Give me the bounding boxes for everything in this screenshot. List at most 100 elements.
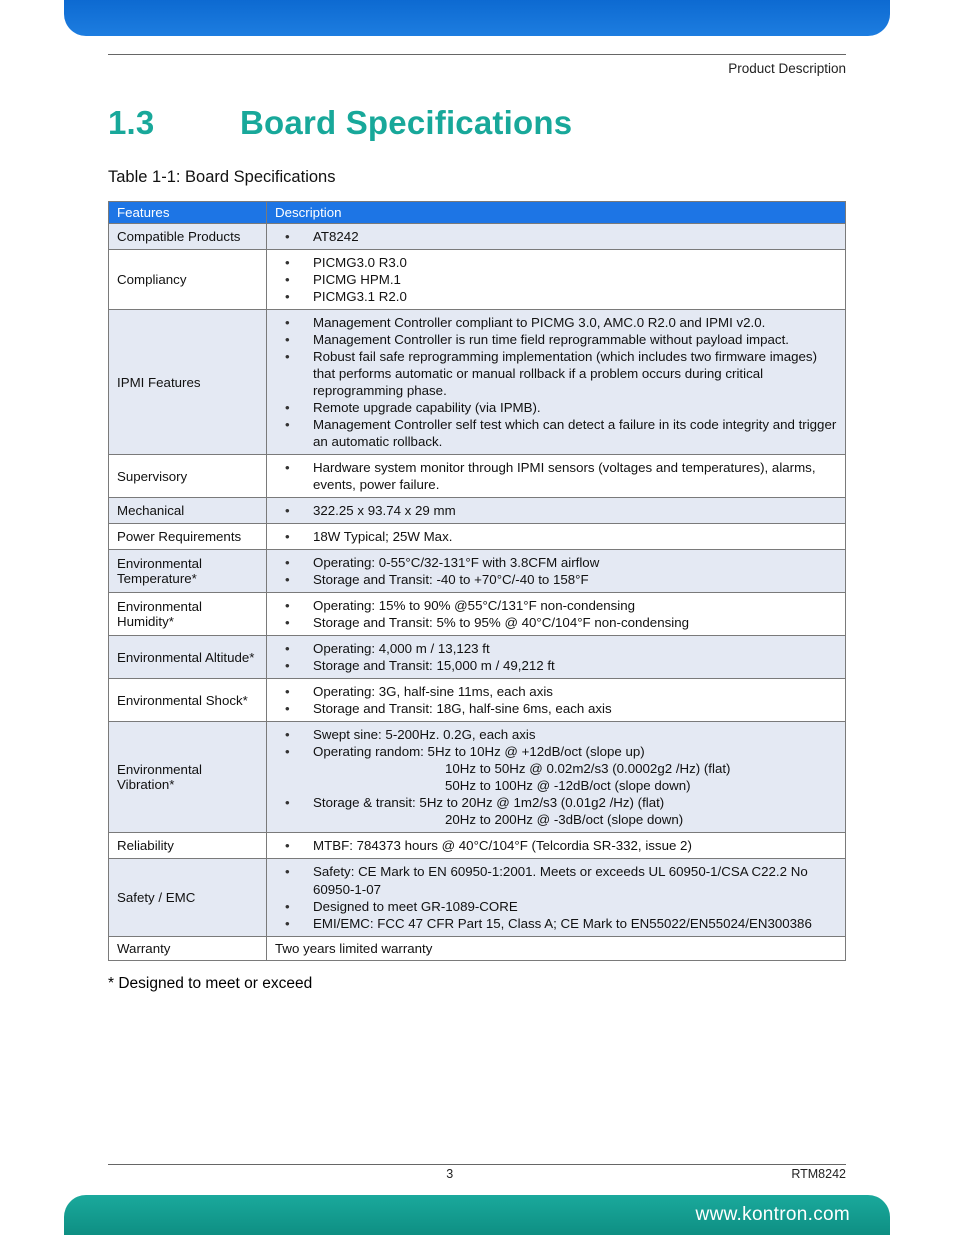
list-item: Operating: 4,000 m / 13,123 ft xyxy=(275,640,837,657)
list-item: 10Hz to 50Hz @ 0.02m2/s3 (0.0002g2 /Hz) … xyxy=(275,760,837,777)
list-item: Storage and Transit: 15,000 m / 49,212 f… xyxy=(275,657,837,674)
footnote: * Designed to meet or exceed xyxy=(108,975,846,993)
description-cell: Safety: CE Mark to EN 60950-1:2001. Meet… xyxy=(267,859,846,936)
description-cell: PICMG3.0 R3.0PICMG HPM.1PICMG3.1 R2.0 xyxy=(267,250,846,310)
feature-cell: Reliability xyxy=(109,833,267,859)
feature-cell: Environmental Shock* xyxy=(109,679,267,722)
list-item: 20Hz to 200Hz @ -3dB/oct (slope down) xyxy=(275,811,837,828)
section-title-text: Board Specifications xyxy=(240,104,572,141)
section-number: 1.3 xyxy=(108,104,240,142)
description-cell: Two years limited warranty xyxy=(267,936,846,960)
list-item: PICMG3.0 R3.0 xyxy=(275,254,837,271)
feature-cell: IPMI Features xyxy=(109,310,267,455)
feature-cell: Supervisory xyxy=(109,455,267,498)
bullet-list: Operating: 3G, half-sine 11ms, each axis… xyxy=(275,683,837,717)
doc-id: RTM8242 xyxy=(791,1167,846,1181)
table-row: IPMI Features Management Controller compl… xyxy=(109,310,846,455)
list-item: Operating: 15% to 90% @55°C/131°F non-co… xyxy=(275,597,837,614)
feature-cell: Environmental Vibration* xyxy=(109,722,267,833)
bullet-list: Safety: CE Mark to EN 60950-1:2001. Meet… xyxy=(275,863,837,931)
list-item: 322.25 x 93.74 x 29 mm xyxy=(275,502,837,519)
description-cell: Hardware system monitor through IPMI sen… xyxy=(267,455,846,498)
list-item: Safety: CE Mark to EN 60950-1:2001. Meet… xyxy=(275,863,837,897)
col-description: Description xyxy=(267,202,846,224)
list-item: Storage and Transit: 5% to 95% @ 40°C/10… xyxy=(275,614,837,631)
list-item: AT8242 xyxy=(275,228,837,245)
list-item: EMI/EMC: FCC 47 CFR Part 15, Class A; CE… xyxy=(275,915,837,932)
bullet-list: Management Controller compliant to PICMG… xyxy=(275,314,837,450)
feature-cell: Power Requirements xyxy=(109,524,267,550)
list-item: 50Hz to 100Hz @ -12dB/oct (slope down) xyxy=(275,777,837,794)
table-caption: Table 1-1: Board Specifications xyxy=(108,168,846,187)
list-item: Hardware system monitor through IPMI sen… xyxy=(275,459,837,493)
bullet-list: 322.25 x 93.74 x 29 mm xyxy=(275,502,837,519)
bottom-decor-bar: www.kontron.com xyxy=(64,1195,890,1235)
feature-cell: Compatible Products xyxy=(109,224,267,250)
table-row: WarrantyTwo years limited warranty xyxy=(109,936,846,960)
table-row: SupervisoryHardware system monitor throu… xyxy=(109,455,846,498)
page-footer: 3 RTM8242 xyxy=(108,1164,846,1181)
list-item: Operating: 3G, half-sine 11ms, each axis xyxy=(275,683,837,700)
list-item: Management Controller is run time field … xyxy=(275,331,837,348)
breadcrumb: Product Description xyxy=(108,61,846,76)
spec-table: Features Description Compatible Products… xyxy=(108,201,846,961)
feature-cell: Warranty xyxy=(109,936,267,960)
bullet-list: AT8242 xyxy=(275,228,837,245)
header-rule xyxy=(108,54,846,55)
list-item: Designed to meet GR-1089-CORE xyxy=(275,898,837,915)
description-cell: Operating: 15% to 90% @55°C/131°F non-co… xyxy=(267,593,846,636)
col-features: Features xyxy=(109,202,267,224)
list-item: Storage & transit: 5Hz to 20Hz @ 1m2/s3 … xyxy=(275,794,837,811)
list-item: Management Controller compliant to PICMG… xyxy=(275,314,837,331)
table-row: Environmental Vibration*Swept sine: 5-20… xyxy=(109,722,846,833)
list-item: Storage and Transit: -40 to +70°C/-40 to… xyxy=(275,571,837,588)
list-item: 18W Typical; 25W Max. xyxy=(275,528,837,545)
bullet-list: Swept sine: 5-200Hz. 0.2G, each axisOper… xyxy=(275,726,837,828)
section-heading: 1.3Board Specifications xyxy=(108,104,846,142)
table-row: CompliancyPICMG3.0 R3.0PICMG HPM.1PICMG3… xyxy=(109,250,846,310)
bullet-list: Operating: 15% to 90% @55°C/131°F non-co… xyxy=(275,597,837,631)
description-cell: 322.25 x 93.74 x 29 mm xyxy=(267,498,846,524)
table-row: Safety / EMCSafety: CE Mark to EN 60950-… xyxy=(109,859,846,936)
bullet-list: Operating: 4,000 m / 13,123 ftStorage an… xyxy=(275,640,837,674)
bullet-list: PICMG3.0 R3.0PICMG HPM.1PICMG3.1 R2.0 xyxy=(275,254,837,305)
page: Product Description 1.3Board Specificati… xyxy=(0,0,954,1235)
table-row: Environmental Altitude*Operating: 4,000 … xyxy=(109,636,846,679)
description-cell: Operating: 0-55°C/32-131°F with 3.8CFM a… xyxy=(267,550,846,593)
list-item: PICMG HPM.1 xyxy=(275,271,837,288)
table-row: Power Requirements 18W Typical; 25W Max. xyxy=(109,524,846,550)
description-cell: Swept sine: 5-200Hz. 0.2G, each axisOper… xyxy=(267,722,846,833)
table-row: Compatible Products AT8242 xyxy=(109,224,846,250)
description-cell: MTBF: 784373 hours @ 40°C/104°F (Telcord… xyxy=(267,833,846,859)
bullet-list: MTBF: 784373 hours @ 40°C/104°F (Telcord… xyxy=(275,837,837,854)
table-row: Environmental Humidity* Operating: 15% to… xyxy=(109,593,846,636)
content-area: Product Description 1.3Board Specificati… xyxy=(108,54,846,993)
description-cell: 18W Typical; 25W Max. xyxy=(267,524,846,550)
table-row: Environmental Temperature* Operating: 0-5… xyxy=(109,550,846,593)
table-row: Environmental Shock*Operating: 3G, half-… xyxy=(109,679,846,722)
list-item: Robust fail safe reprogramming implement… xyxy=(275,348,837,399)
top-decor-bar xyxy=(64,0,890,36)
bullet-list: Hardware system monitor through IPMI sen… xyxy=(275,459,837,493)
list-item: Swept sine: 5-200Hz. 0.2G, each axis xyxy=(275,726,837,743)
list-item: Storage and Transit: 18G, half-sine 6ms,… xyxy=(275,700,837,717)
feature-cell: Mechanical xyxy=(109,498,267,524)
feature-cell: Compliancy xyxy=(109,250,267,310)
feature-cell: Environmental Temperature* xyxy=(109,550,267,593)
description-cell: Operating: 4,000 m / 13,123 ftStorage an… xyxy=(267,636,846,679)
list-item: PICMG3.1 R2.0 xyxy=(275,288,837,305)
table-row: Mechanical 322.25 x 93.74 x 29 mm xyxy=(109,498,846,524)
table-header-row: Features Description xyxy=(109,202,846,224)
feature-cell: Safety / EMC xyxy=(109,859,267,936)
bullet-list: 18W Typical; 25W Max. xyxy=(275,528,837,545)
list-item: Operating: 0-55°C/32-131°F with 3.8CFM a… xyxy=(275,554,837,571)
page-number: 3 xyxy=(108,1167,791,1181)
list-item: Management Controller self test which ca… xyxy=(275,416,837,450)
list-item: Remote upgrade capability (via IPMB). xyxy=(275,399,837,416)
table-row: Reliability MTBF: 784373 hours @ 40°C/104… xyxy=(109,833,846,859)
description-cell: AT8242 xyxy=(267,224,846,250)
description-cell: Operating: 3G, half-sine 11ms, each axis… xyxy=(267,679,846,722)
feature-cell: Environmental Humidity* xyxy=(109,593,267,636)
feature-cell: Environmental Altitude* xyxy=(109,636,267,679)
description-cell: Management Controller compliant to PICMG… xyxy=(267,310,846,455)
